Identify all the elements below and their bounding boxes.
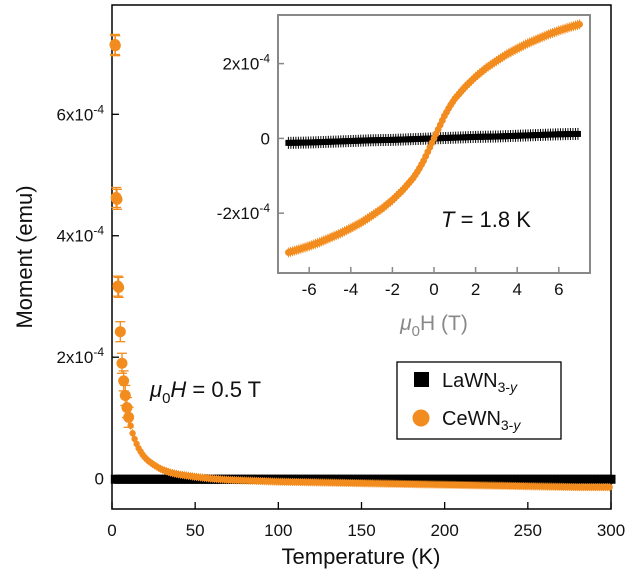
inset-series-markers	[285, 19, 583, 258]
cewn-temp-point	[109, 40, 121, 52]
inset-hysteresis-plot: -6 -4 -2 0 2 4 6 -2x10-4 0 2x10-4 T = 1.8 K μ0H (…	[217, 14, 591, 340]
field-annotation: μ0H = 0.5 T	[149, 377, 261, 407]
cewn-temp-point	[114, 326, 126, 338]
inset-y-tick-label: 2x10-4	[222, 52, 270, 74]
inset-x-axis-title: μ0H (T)	[399, 312, 468, 340]
x-tick-label: 250	[514, 521, 542, 540]
x-tick-label: 150	[347, 521, 375, 540]
cewn-field-point	[576, 20, 583, 28]
cewn-temp-point	[129, 430, 136, 437]
inset-x-tick-label: -2	[385, 280, 400, 299]
y-tick-label: 2x10-4	[56, 345, 104, 367]
x-tick-label: 200	[430, 521, 458, 540]
main-series-markers	[109, 33, 616, 492]
cewn-temp-point	[116, 357, 128, 369]
y-tick-label: 4x10-4	[56, 224, 104, 246]
inset-x-tick-label: 4	[512, 280, 521, 299]
legend-label-lawn: LaWN3-y	[442, 370, 518, 395]
inset-axis-ticks: -6 -4 -2 0 2 4 6 -2x10-4 0 2x10-4	[217, 52, 564, 299]
inset-x-tick-label: -4	[343, 280, 358, 299]
inset-x-tick-label: 2	[471, 280, 480, 299]
legend-marker-lawn	[414, 372, 429, 387]
legend-box	[396, 361, 562, 440]
inset-x-tick-label: 6	[554, 280, 563, 299]
legend-label-cewn: CeWN3-y	[442, 408, 521, 433]
cewn-temp-point	[119, 389, 131, 401]
lawn-field-point	[574, 130, 581, 137]
y-tick-label: 6x10-4	[56, 102, 104, 124]
cewn-temp-point	[111, 193, 123, 205]
cewn-temp-point	[118, 375, 130, 387]
x-tick-label: 0	[107, 521, 116, 540]
inset-y-tick-label: 0	[261, 129, 270, 148]
x-tick-label: 100	[264, 521, 292, 540]
legend: LaWN3-y CeWN3-y	[396, 361, 562, 440]
lawn-temp-point	[606, 474, 616, 484]
x-axis-title: Temperature (K)	[282, 544, 441, 569]
cewn-temp-point	[606, 483, 613, 491]
y-axis-title: Moment (emu)	[12, 185, 37, 328]
inset-temperature-annotation: T = 1.8 K	[441, 207, 531, 232]
inset-frame	[277, 14, 591, 274]
cewn-temp-point	[113, 281, 125, 293]
legend-marker-cewn	[412, 409, 430, 427]
inset-x-tick-label: -6	[302, 280, 317, 299]
cewn-temp-point	[123, 411, 135, 423]
inset-y-tick-label: -2x10-4	[217, 201, 271, 223]
x-tick-label: 300	[597, 521, 625, 540]
y-tick-label: 0	[95, 470, 104, 489]
x-tick-label: 50	[186, 521, 205, 540]
inset-x-tick-label: 0	[429, 280, 438, 299]
